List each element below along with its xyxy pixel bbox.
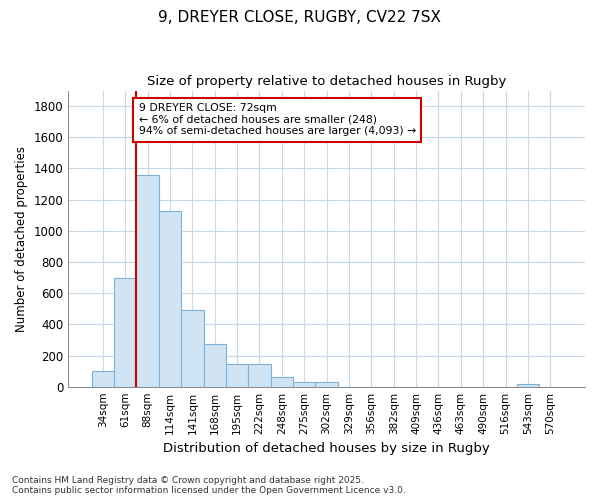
Text: 9 DREYER CLOSE: 72sqm
← 6% of detached houses are smaller (248)
94% of semi-deta: 9 DREYER CLOSE: 72sqm ← 6% of detached h… (139, 103, 416, 136)
Y-axis label: Number of detached properties: Number of detached properties (15, 146, 28, 332)
Bar (159, 210, 181, 386)
Text: 9, DREYER CLOSE, RUGBY, CV22 7SX: 9, DREYER CLOSE, RUGBY, CV22 7SX (158, 10, 442, 25)
Bar (114, 278, 136, 386)
Bar (203, 344, 226, 387)
Bar (248, 364, 271, 386)
Title: Size of property relative to detached houses in Rugby: Size of property relative to detached ho… (147, 75, 506, 88)
Bar (271, 376, 293, 386)
Bar (92, 371, 114, 386)
Bar (181, 310, 203, 386)
Text: Contains HM Land Registry data © Crown copyright and database right 2025.
Contai: Contains HM Land Registry data © Crown c… (12, 476, 406, 495)
Bar (226, 364, 248, 386)
Bar (293, 382, 316, 386)
Bar (316, 382, 338, 386)
Bar (136, 174, 159, 386)
X-axis label: Distribution of detached houses by size in Rugby: Distribution of detached houses by size … (163, 442, 490, 455)
Bar (517, 384, 539, 386)
